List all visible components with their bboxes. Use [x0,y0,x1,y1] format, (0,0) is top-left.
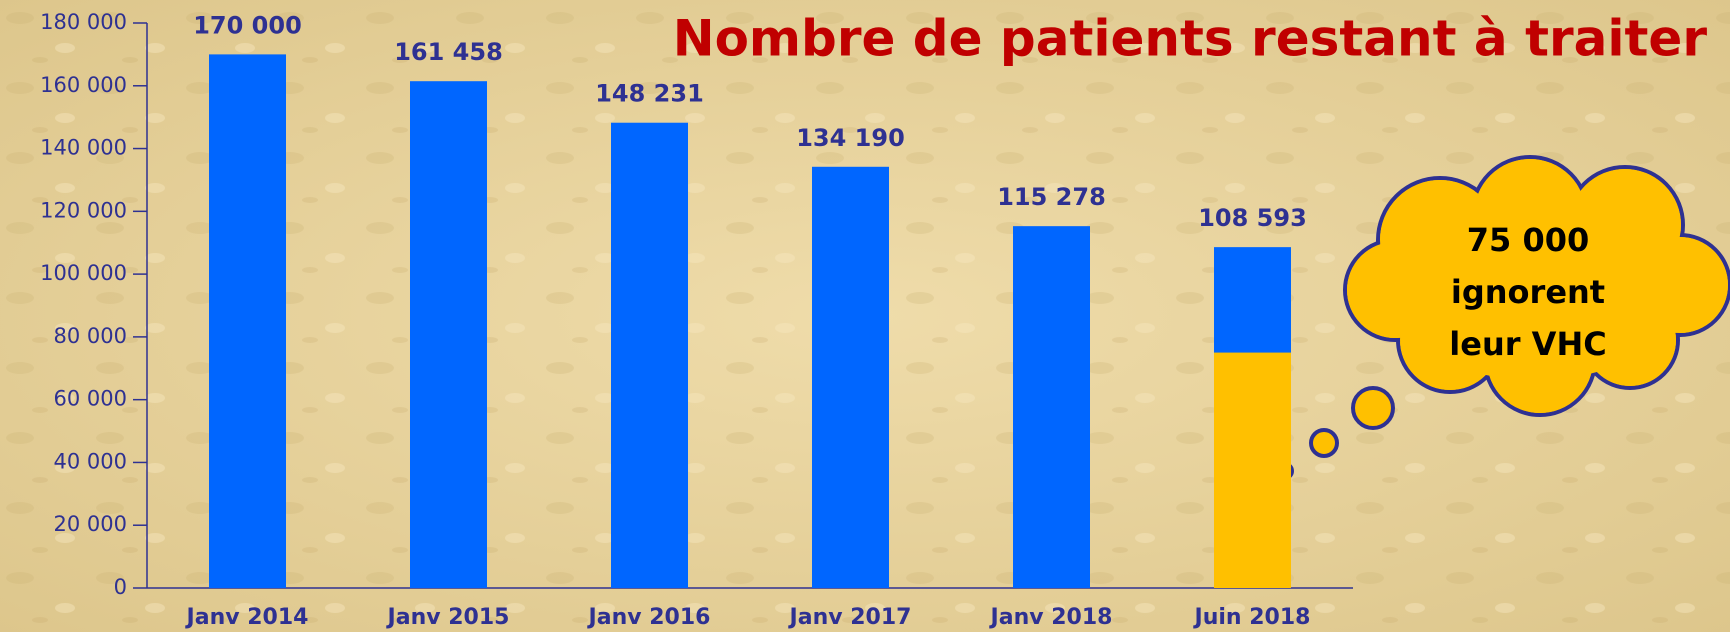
y-tick-label: 40 000 [54,449,127,473]
y-tick-label: 60 000 [54,387,127,411]
y-tick-label: 120 000 [40,198,127,222]
value-label: 170 000 [193,11,302,39]
y-tick-label: 160 000 [40,73,127,97]
annotation-text: ignorent [1451,273,1605,311]
bar [812,166,889,589]
bar [611,122,688,588]
bar [1214,352,1291,588]
value-label: 161 458 [394,38,503,66]
x-tick-label: Janv 2015 [386,605,510,630]
chart-title: Nombre de patients restant à traiter [673,10,1708,68]
value-label: 115 278 [997,183,1106,211]
bar [1013,226,1090,589]
thought-bubble [1309,428,1339,458]
annotation-text: leur VHC [1449,325,1606,363]
y-tick-label: 0 [114,575,127,599]
y-tick-label: 180 000 [40,10,127,34]
annotation-text: 75 000 [1467,221,1589,259]
x-tick-label: Janv 2016 [587,605,711,630]
y-tick-label: 140 000 [40,136,127,160]
y-tick-label: 20 000 [54,512,127,536]
value-label: 134 190 [796,124,905,152]
value-label: 148 231 [595,80,704,108]
x-tick-label: Janv 2018 [989,605,1113,630]
y-tick-label: 80 000 [54,324,127,348]
value-label: 108 593 [1198,204,1307,232]
x-tick-label: Juin 2018 [1193,605,1311,630]
thought-bubble [1351,386,1395,430]
annotation-cloud [1276,155,1730,480]
bar [410,81,487,588]
x-tick-label: Janv 2017 [788,605,912,630]
bar [209,54,286,588]
y-tick-label: 100 000 [40,261,127,285]
x-tick-label: Janv 2014 [185,605,309,630]
